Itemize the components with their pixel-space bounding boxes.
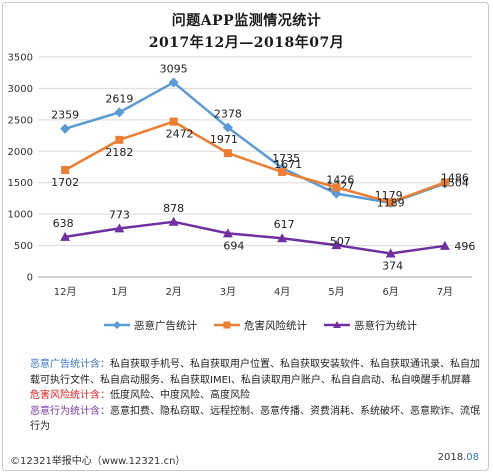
- legend-label: 恶意广告统计: [134, 319, 197, 332]
- data-point: [277, 233, 288, 243]
- data-label: 1671: [274, 158, 302, 171]
- y-tick-label: 1000: [8, 210, 33, 221]
- data-point: [114, 223, 125, 233]
- footer-date: 2018.08: [438, 452, 479, 463]
- data-label: 773: [109, 208, 130, 221]
- note-risk: 危害风险统计含：低度风险、中度风险、高度风险: [30, 388, 480, 404]
- note-risk-text: 低度风险、中度风险、高度风险: [110, 390, 250, 401]
- x-tick-label: 7月: [437, 286, 453, 298]
- note-ad: 恶意广告统计含：私自获取手机号、私自获取用户位置、私自获取安装软件、私自获取通讯…: [30, 357, 480, 388]
- footer-date-year: 2018.: [437, 452, 467, 463]
- data-label: 2472: [166, 128, 194, 141]
- data-point: [332, 183, 341, 192]
- data-point: [439, 240, 450, 250]
- y-tick-label: 3500: [8, 53, 33, 64]
- series-line: [64, 120, 446, 204]
- series-line: [64, 81, 446, 205]
- x-tick-label: 1月: [111, 286, 127, 298]
- data-label: 1971: [210, 133, 238, 146]
- legend-marker: [223, 321, 231, 329]
- data-point: [61, 166, 70, 175]
- chart-frame: [2, 2, 489, 471]
- data-point: [440, 178, 449, 187]
- data-point: [222, 228, 233, 238]
- data-point: [114, 107, 125, 118]
- legend-marker: [333, 321, 341, 328]
- data-label: 2378: [214, 108, 242, 121]
- data-point: [168, 77, 179, 88]
- legend-marker: [113, 321, 121, 329]
- y-tick-label: 0: [27, 273, 33, 284]
- y-tick-label: 2000: [8, 147, 33, 158]
- data-label: 1735: [272, 152, 300, 165]
- x-tick-label: 2月: [165, 286, 181, 298]
- data-point: [223, 149, 232, 158]
- data-point: [168, 216, 179, 226]
- data-label: 3095: [160, 62, 188, 75]
- data-label: 2359: [51, 109, 79, 122]
- x-tick-label: 12月: [54, 286, 77, 298]
- data-label: 2619: [105, 92, 133, 105]
- y-tick-label: 500: [14, 241, 33, 252]
- y-tick-label: 3000: [8, 84, 33, 95]
- data-point: [169, 117, 178, 126]
- data-label: 374: [382, 259, 403, 272]
- x-tick-label: 4月: [274, 286, 290, 298]
- data-label: 2182: [105, 146, 133, 159]
- chart-title: 问题APP监测情况统计: [171, 13, 322, 29]
- legend-label: 危害风险统计: [244, 319, 307, 332]
- x-tick-label: 6月: [382, 286, 398, 298]
- note-behavior-text: 恶意扣费、隐私窃取、远程控制、恶意传播、资费消耗、系统破坏、恶意欺诈、流氓行为: [30, 405, 480, 433]
- data-label: 638: [53, 217, 74, 230]
- data-point: [222, 122, 233, 133]
- data-label: 507: [330, 235, 351, 248]
- chart-notes: 恶意广告统计含：私自获取手机号、私自获取用户位置、私自获取安装软件、私自获取通讯…: [30, 357, 480, 435]
- data-label: 694: [223, 239, 244, 252]
- note-ad-text: 私自获取手机号、私自获取用户位置、私自获取安装软件、私自获取通讯录、私自加载可执…: [30, 359, 480, 386]
- data-point: [60, 231, 71, 241]
- data-label: 878: [163, 202, 184, 215]
- x-tick-label: 5月: [328, 286, 344, 298]
- data-point: [115, 135, 124, 144]
- data-label: 1702: [51, 176, 79, 189]
- legend-label: 恶意行为统计: [354, 319, 417, 332]
- data-label: 496: [454, 240, 475, 253]
- data-point: [386, 198, 395, 207]
- note-ad-label: 恶意广告统计含：: [30, 359, 110, 370]
- data-point: [60, 123, 71, 134]
- data-point: [331, 240, 342, 250]
- y-tick-label: 1500: [8, 178, 33, 189]
- data-label: 617: [274, 218, 295, 231]
- series-line: [64, 220, 446, 255]
- note-risk-label: 危害风险统计含：: [30, 390, 110, 401]
- data-label: 1426: [326, 173, 354, 186]
- x-tick-label: 3月: [220, 286, 236, 298]
- data-point: [278, 167, 287, 176]
- data-label: 1504: [441, 176, 469, 189]
- data-point: [385, 248, 396, 258]
- chart-subtitle: 2017年12月—2018年07月: [148, 35, 345, 51]
- y-tick-label: 2500: [8, 115, 33, 126]
- footer-date-month: 08: [466, 452, 479, 463]
- footer-copyright: ©12321举报中心（www.12321.cn）: [10, 456, 186, 467]
- data-label: 1189: [377, 196, 405, 209]
- note-behavior: 恶意行为统计含：恶意扣费、隐私窃取、远程控制、恶意传播、资费消耗、系统破坏、恶意…: [30, 404, 480, 435]
- note-behavior-label: 恶意行为统计含：: [30, 405, 110, 417]
